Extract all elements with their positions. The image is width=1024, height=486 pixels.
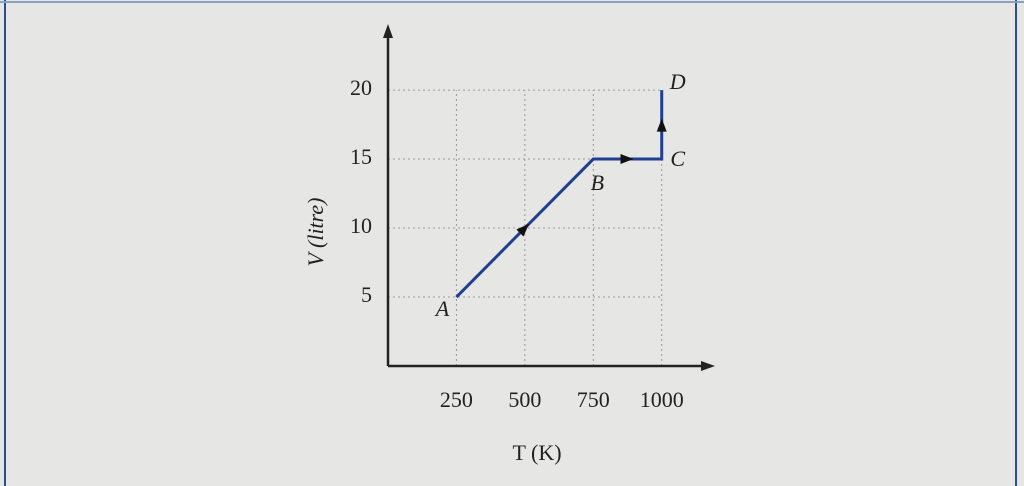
y-tick-label: 15 <box>350 144 372 169</box>
point-label: B <box>591 170 604 195</box>
y-tick-label: 10 <box>350 213 372 238</box>
x-tick-label: 750 <box>577 387 610 412</box>
point-label: C <box>670 146 685 171</box>
direction-arrow <box>620 154 634 165</box>
x-axis-label: T (K) <box>512 440 561 465</box>
x-tick-label: 1000 <box>640 387 684 412</box>
x-tick-label: 500 <box>508 387 541 412</box>
x-axis-arrow <box>701 361 715 371</box>
x-tick-label: 250 <box>440 387 473 412</box>
y-tick-label: 5 <box>361 282 372 307</box>
y-axis-label: V (litre) <box>303 197 328 266</box>
point-label: D <box>669 69 686 94</box>
y-axis-arrow <box>383 24 393 38</box>
point-label: A <box>434 296 450 321</box>
direction-arrow <box>516 223 530 237</box>
direction-arrow <box>656 118 667 132</box>
y-tick-label: 20 <box>350 75 372 100</box>
